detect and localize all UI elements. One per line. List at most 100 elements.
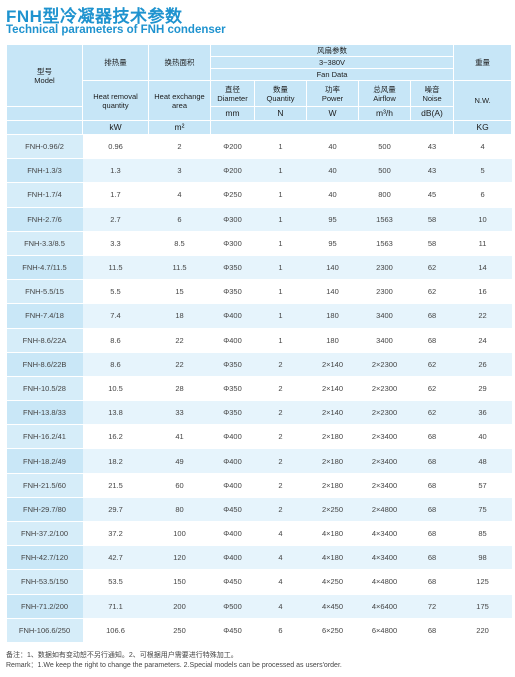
weight-cell: 175 bbox=[453, 593, 512, 619]
airflow-cell: 2×4800 bbox=[358, 496, 411, 522]
noise-cell: 68 bbox=[410, 496, 454, 522]
weight-cell: 24 bbox=[453, 327, 512, 353]
weight-cell: 14 bbox=[453, 254, 512, 280]
noise-cell: 68 bbox=[410, 424, 454, 449]
table-row: FNH-3.3/8.5 3.3 8.5 Φ300 1 95 1563 58 11 bbox=[6, 230, 512, 256]
airflow-header-cn: 总风量 bbox=[373, 84, 396, 94]
table-row: FNH-0.96/2 0.96 2 Φ200 1 40 500 43 4 bbox=[6, 133, 512, 159]
model-cell: FNH-71.2/200 bbox=[6, 593, 83, 619]
diameter-cell: Φ400 bbox=[210, 303, 255, 328]
model-header-en: Model bbox=[34, 75, 55, 85]
fan-units-blank bbox=[209, 120, 455, 135]
area-header-cn: 换热面积 bbox=[148, 44, 211, 81]
noise-cell: 68 bbox=[410, 617, 454, 642]
diameter-cell: Φ450 bbox=[210, 569, 255, 595]
quantity-cell: 1 bbox=[254, 182, 307, 208]
model-cell: FNH-18.2/49 bbox=[6, 448, 83, 474]
airflow-cell: 4×3400 bbox=[358, 545, 411, 570]
table-row: FNH-4.7/11.5 11.5 11.5 Φ350 1 140 2300 62 14 bbox=[6, 254, 512, 280]
power-cell: 95 bbox=[306, 230, 359, 256]
model-cell: FNH-13.8/33 bbox=[6, 400, 83, 425]
diameter-cell: Φ200 bbox=[210, 133, 255, 159]
area-cell: 33 bbox=[148, 400, 211, 425]
quantity-cell: 1 bbox=[254, 230, 307, 256]
weight-cell: 16 bbox=[453, 279, 512, 304]
noise-cell: 68 bbox=[410, 520, 454, 546]
area-cell: 100 bbox=[148, 520, 211, 546]
weight-cell: 22 bbox=[453, 303, 512, 328]
airflow-cell: 1563 bbox=[358, 230, 411, 256]
quantity-cell: 4 bbox=[254, 569, 307, 595]
weight-cell: 36 bbox=[453, 400, 512, 425]
area-cell: 200 bbox=[148, 593, 211, 619]
power-cell: 2×140 bbox=[306, 375, 359, 401]
weight-cell: 98 bbox=[453, 545, 512, 570]
noise-header-en: Noise bbox=[422, 93, 442, 103]
area-cell: 80 bbox=[148, 496, 211, 522]
power-header-cn: 功率 bbox=[325, 84, 340, 94]
weight-cell: 6 bbox=[453, 182, 512, 208]
noise-cell: 68 bbox=[410, 569, 454, 595]
diameter-unit: mm bbox=[210, 106, 255, 121]
model-cell: FNH-1.3/3 bbox=[6, 158, 83, 183]
model-cell: FNH-10.5/28 bbox=[6, 375, 83, 401]
table-row: FNH-42.7/120 42.7 120 Φ400 4 4×180 4×3400 68 98 bbox=[6, 545, 512, 570]
weight-cell: 57 bbox=[453, 472, 512, 498]
heat-removal-cell: 42.7 bbox=[82, 545, 149, 570]
quantity-cell: 1 bbox=[254, 254, 307, 280]
spec-table: 型号 Model 排热量 换热面积 风扇参数 重量 3~380V Fan Data… bbox=[6, 44, 513, 642]
area-cell: 15 bbox=[148, 279, 211, 304]
area-cell: 28 bbox=[148, 375, 211, 401]
power-cell: 6×250 bbox=[306, 617, 359, 642]
page-title: FNH型冷凝器技术参数 bbox=[6, 7, 183, 26]
area-cell: 22 bbox=[148, 327, 211, 353]
diameter-cell: Φ350 bbox=[210, 351, 255, 377]
model-cell: FNH-2.7/6 bbox=[6, 206, 83, 232]
heat-removal-cell: 11.5 bbox=[82, 254, 149, 280]
airflow-cell: 4×6400 bbox=[358, 593, 411, 619]
area-cell: 2 bbox=[148, 133, 211, 159]
power-cell: 140 bbox=[306, 254, 359, 280]
table-row: FNH-1.7/4 1.7 4 Φ250 1 40 800 45 6 bbox=[6, 182, 512, 208]
diameter-cell: Φ350 bbox=[210, 375, 255, 401]
area-cell: 8.5 bbox=[148, 230, 211, 256]
power-header-en: Power bbox=[321, 93, 344, 103]
diameter-cell: Φ350 bbox=[210, 279, 255, 304]
remark-cn: 备注：1、数据如有变动恕不另行通知。2、可根据用户需要进行特殊加工。 bbox=[6, 652, 238, 659]
model-header-cn: 型号 bbox=[37, 66, 52, 76]
weight-cell: 220 bbox=[453, 617, 512, 642]
noise-cell: 62 bbox=[410, 375, 454, 401]
noise-cell: 72 bbox=[410, 593, 454, 619]
power-header: 功率 Power bbox=[306, 80, 359, 107]
table-row: FNH-10.5/28 10.5 28 Φ350 2 2×140 2×2300 62 29 bbox=[6, 375, 512, 401]
diameter-cell: Φ350 bbox=[210, 254, 255, 280]
airflow-cell: 500 bbox=[358, 133, 411, 159]
airflow-cell: 2×3400 bbox=[358, 472, 411, 498]
diameter-cell: Φ400 bbox=[210, 520, 255, 546]
airflow-cell: 2×2300 bbox=[358, 400, 411, 425]
diameter-cell: Φ400 bbox=[210, 327, 255, 353]
airflow-cell: 2300 bbox=[358, 279, 411, 304]
heat-removal-cell: 18.2 bbox=[82, 448, 149, 474]
area-cell: 3 bbox=[148, 158, 211, 183]
noise-cell: 62 bbox=[410, 254, 454, 280]
power-cell: 4×450 bbox=[306, 593, 359, 619]
area-cell: 49 bbox=[148, 448, 211, 474]
table-row: FNH-16.2/41 16.2 41 Φ400 2 2×180 2×3400 68 40 bbox=[6, 424, 512, 449]
table-row: FNH-53.5/150 53.5 150 Φ450 4 4×250 4×4800 68 125 bbox=[6, 569, 512, 595]
noise-cell: 45 bbox=[410, 182, 454, 208]
model-cell: FNH-7.4/18 bbox=[6, 303, 83, 328]
heat-removal-cell: 3.3 bbox=[82, 230, 149, 256]
area-cell: 4 bbox=[148, 182, 211, 208]
airflow-cell: 2×3400 bbox=[358, 448, 411, 474]
model-cell: FNH-1.7/4 bbox=[6, 182, 83, 208]
airflow-cell: 4×4800 bbox=[358, 569, 411, 595]
model-units-blank-2 bbox=[6, 120, 83, 135]
area-cell: 18 bbox=[148, 303, 211, 328]
table-row: FNH-8.6/22A 8.6 22 Φ400 1 180 3400 68 24 bbox=[6, 327, 512, 353]
table-row: FNH-2.7/6 2.7 6 Φ300 1 95 1563 58 10 bbox=[6, 206, 512, 232]
heat-removal-cell: 10.5 bbox=[82, 375, 149, 401]
power-cell: 2×180 bbox=[306, 448, 359, 474]
fan-header-cn: 风扇参数 bbox=[209, 44, 455, 57]
table-row: FNH-5.5/15 5.5 15 Φ350 1 140 2300 62 16 bbox=[6, 279, 512, 304]
